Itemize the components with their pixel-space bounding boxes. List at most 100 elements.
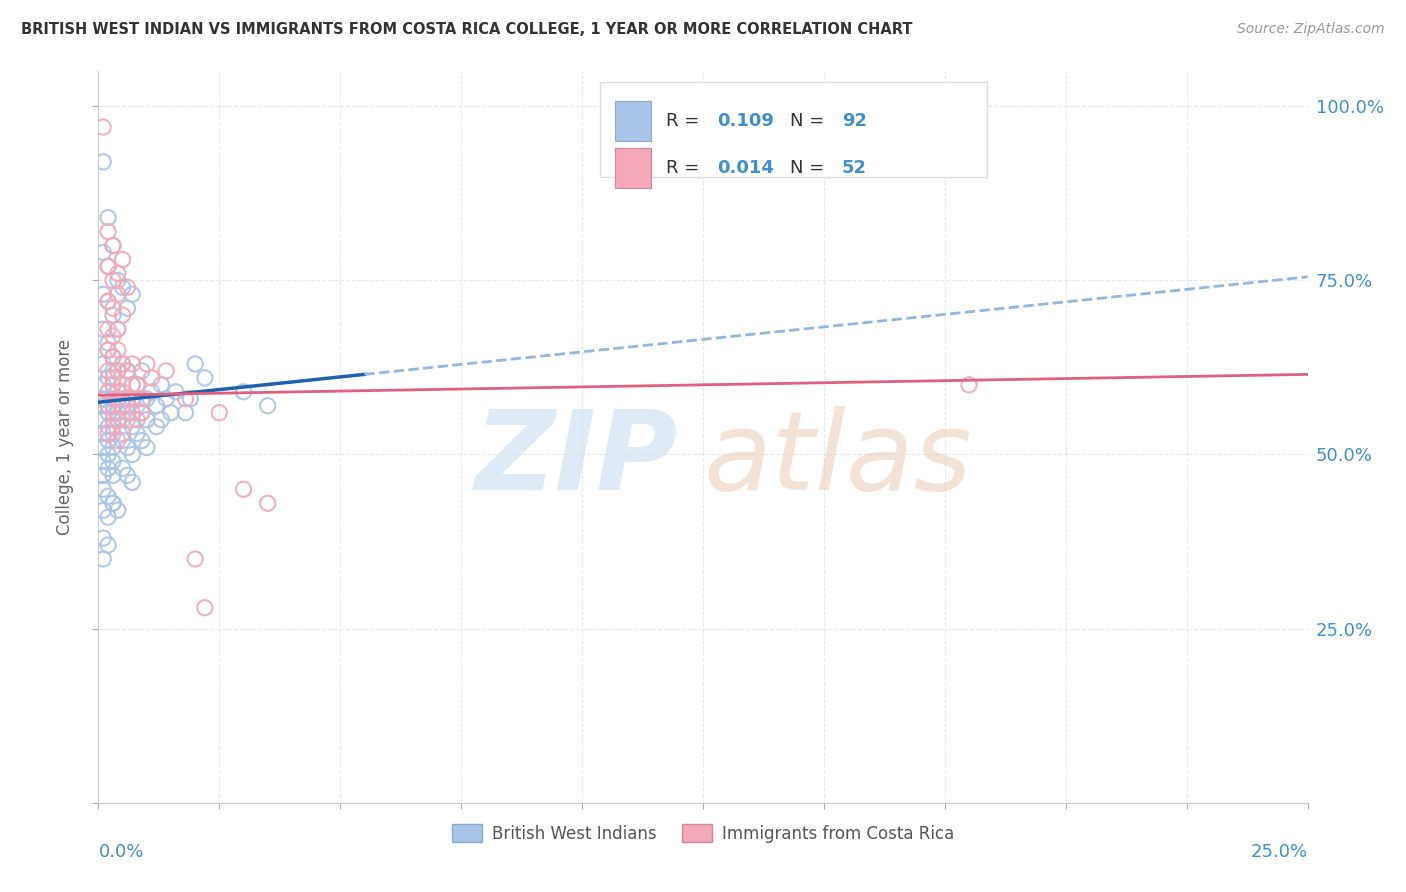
Point (135, 392, 157, 406)
Point (127, 399, 149, 413)
Point (121, 287, 143, 301)
Point (91, 412, 114, 426)
Point (127, 426, 149, 441)
Point (101, 454, 124, 468)
Point (107, 322, 129, 336)
Point (91, 399, 114, 413)
Point (107, 287, 129, 301)
Text: R =: R = (665, 112, 704, 129)
Text: 0.014: 0.014 (717, 160, 775, 178)
Point (101, 426, 124, 441)
Point (101, 441, 124, 455)
Point (107, 503, 129, 517)
Point (101, 419, 124, 434)
FancyBboxPatch shape (600, 82, 987, 178)
Point (111, 252, 134, 267)
Point (111, 308, 134, 322)
Point (97, 384, 120, 399)
Point (101, 392, 124, 406)
Point (145, 399, 167, 413)
Point (111, 412, 134, 426)
Point (91, 483, 114, 497)
Text: 0.0%: 0.0% (98, 843, 143, 861)
Point (121, 392, 143, 406)
Text: R =: R = (665, 160, 704, 178)
Point (91, 322, 114, 336)
Point (101, 406, 124, 420)
Point (121, 419, 143, 434)
Text: 52: 52 (842, 160, 868, 178)
Point (121, 377, 143, 392)
Point (121, 406, 143, 420)
Point (101, 412, 124, 426)
Point (107, 384, 129, 399)
Point (91, 426, 114, 441)
Point (127, 377, 149, 392)
Point (91, 531, 114, 545)
Point (131, 392, 153, 406)
Text: atlas: atlas (703, 406, 972, 513)
Point (97, 419, 120, 434)
Point (91, 120, 114, 134)
Point (111, 461, 134, 475)
Point (101, 399, 124, 413)
Point (208, 406, 231, 420)
Point (101, 273, 124, 287)
Point (97, 399, 120, 413)
Point (91, 454, 114, 468)
Point (107, 434, 129, 448)
Point (256, 399, 278, 413)
Point (91, 392, 114, 406)
Point (97, 461, 120, 475)
Point (174, 392, 197, 406)
Point (107, 412, 129, 426)
Point (111, 426, 134, 441)
Point (117, 406, 139, 420)
Point (97, 371, 120, 385)
Point (97, 489, 120, 503)
Point (101, 350, 124, 364)
Point (101, 329, 124, 343)
Point (97, 260, 120, 274)
Point (232, 483, 254, 497)
Point (131, 364, 153, 378)
Point (101, 496, 124, 510)
Point (107, 343, 129, 357)
Point (91, 245, 114, 260)
Point (135, 357, 157, 371)
Point (131, 406, 153, 420)
Point (117, 364, 139, 378)
Point (111, 357, 134, 371)
Point (97, 260, 120, 274)
Point (150, 377, 173, 392)
Point (97, 294, 120, 309)
Point (97, 426, 120, 441)
Point (91, 357, 114, 371)
Point (97, 225, 120, 239)
Point (111, 357, 134, 371)
Point (101, 377, 124, 392)
Text: N =: N = (790, 160, 830, 178)
Point (91, 552, 114, 566)
Point (101, 468, 124, 483)
Point (111, 399, 134, 413)
Point (117, 468, 139, 483)
Point (184, 357, 207, 371)
Point (101, 238, 124, 252)
Point (131, 434, 153, 448)
Y-axis label: College, 1 year or more: College, 1 year or more (56, 339, 75, 535)
Point (117, 301, 139, 316)
Point (97, 322, 120, 336)
Point (101, 238, 124, 252)
Point (184, 552, 207, 566)
Point (101, 364, 124, 378)
Point (101, 496, 124, 510)
Point (97, 434, 120, 448)
Point (150, 412, 173, 426)
Point (101, 301, 124, 316)
Point (194, 371, 217, 385)
Text: Source: ZipAtlas.com: Source: ZipAtlas.com (1237, 22, 1385, 37)
Point (97, 510, 120, 524)
Point (232, 384, 254, 399)
Point (91, 155, 114, 169)
